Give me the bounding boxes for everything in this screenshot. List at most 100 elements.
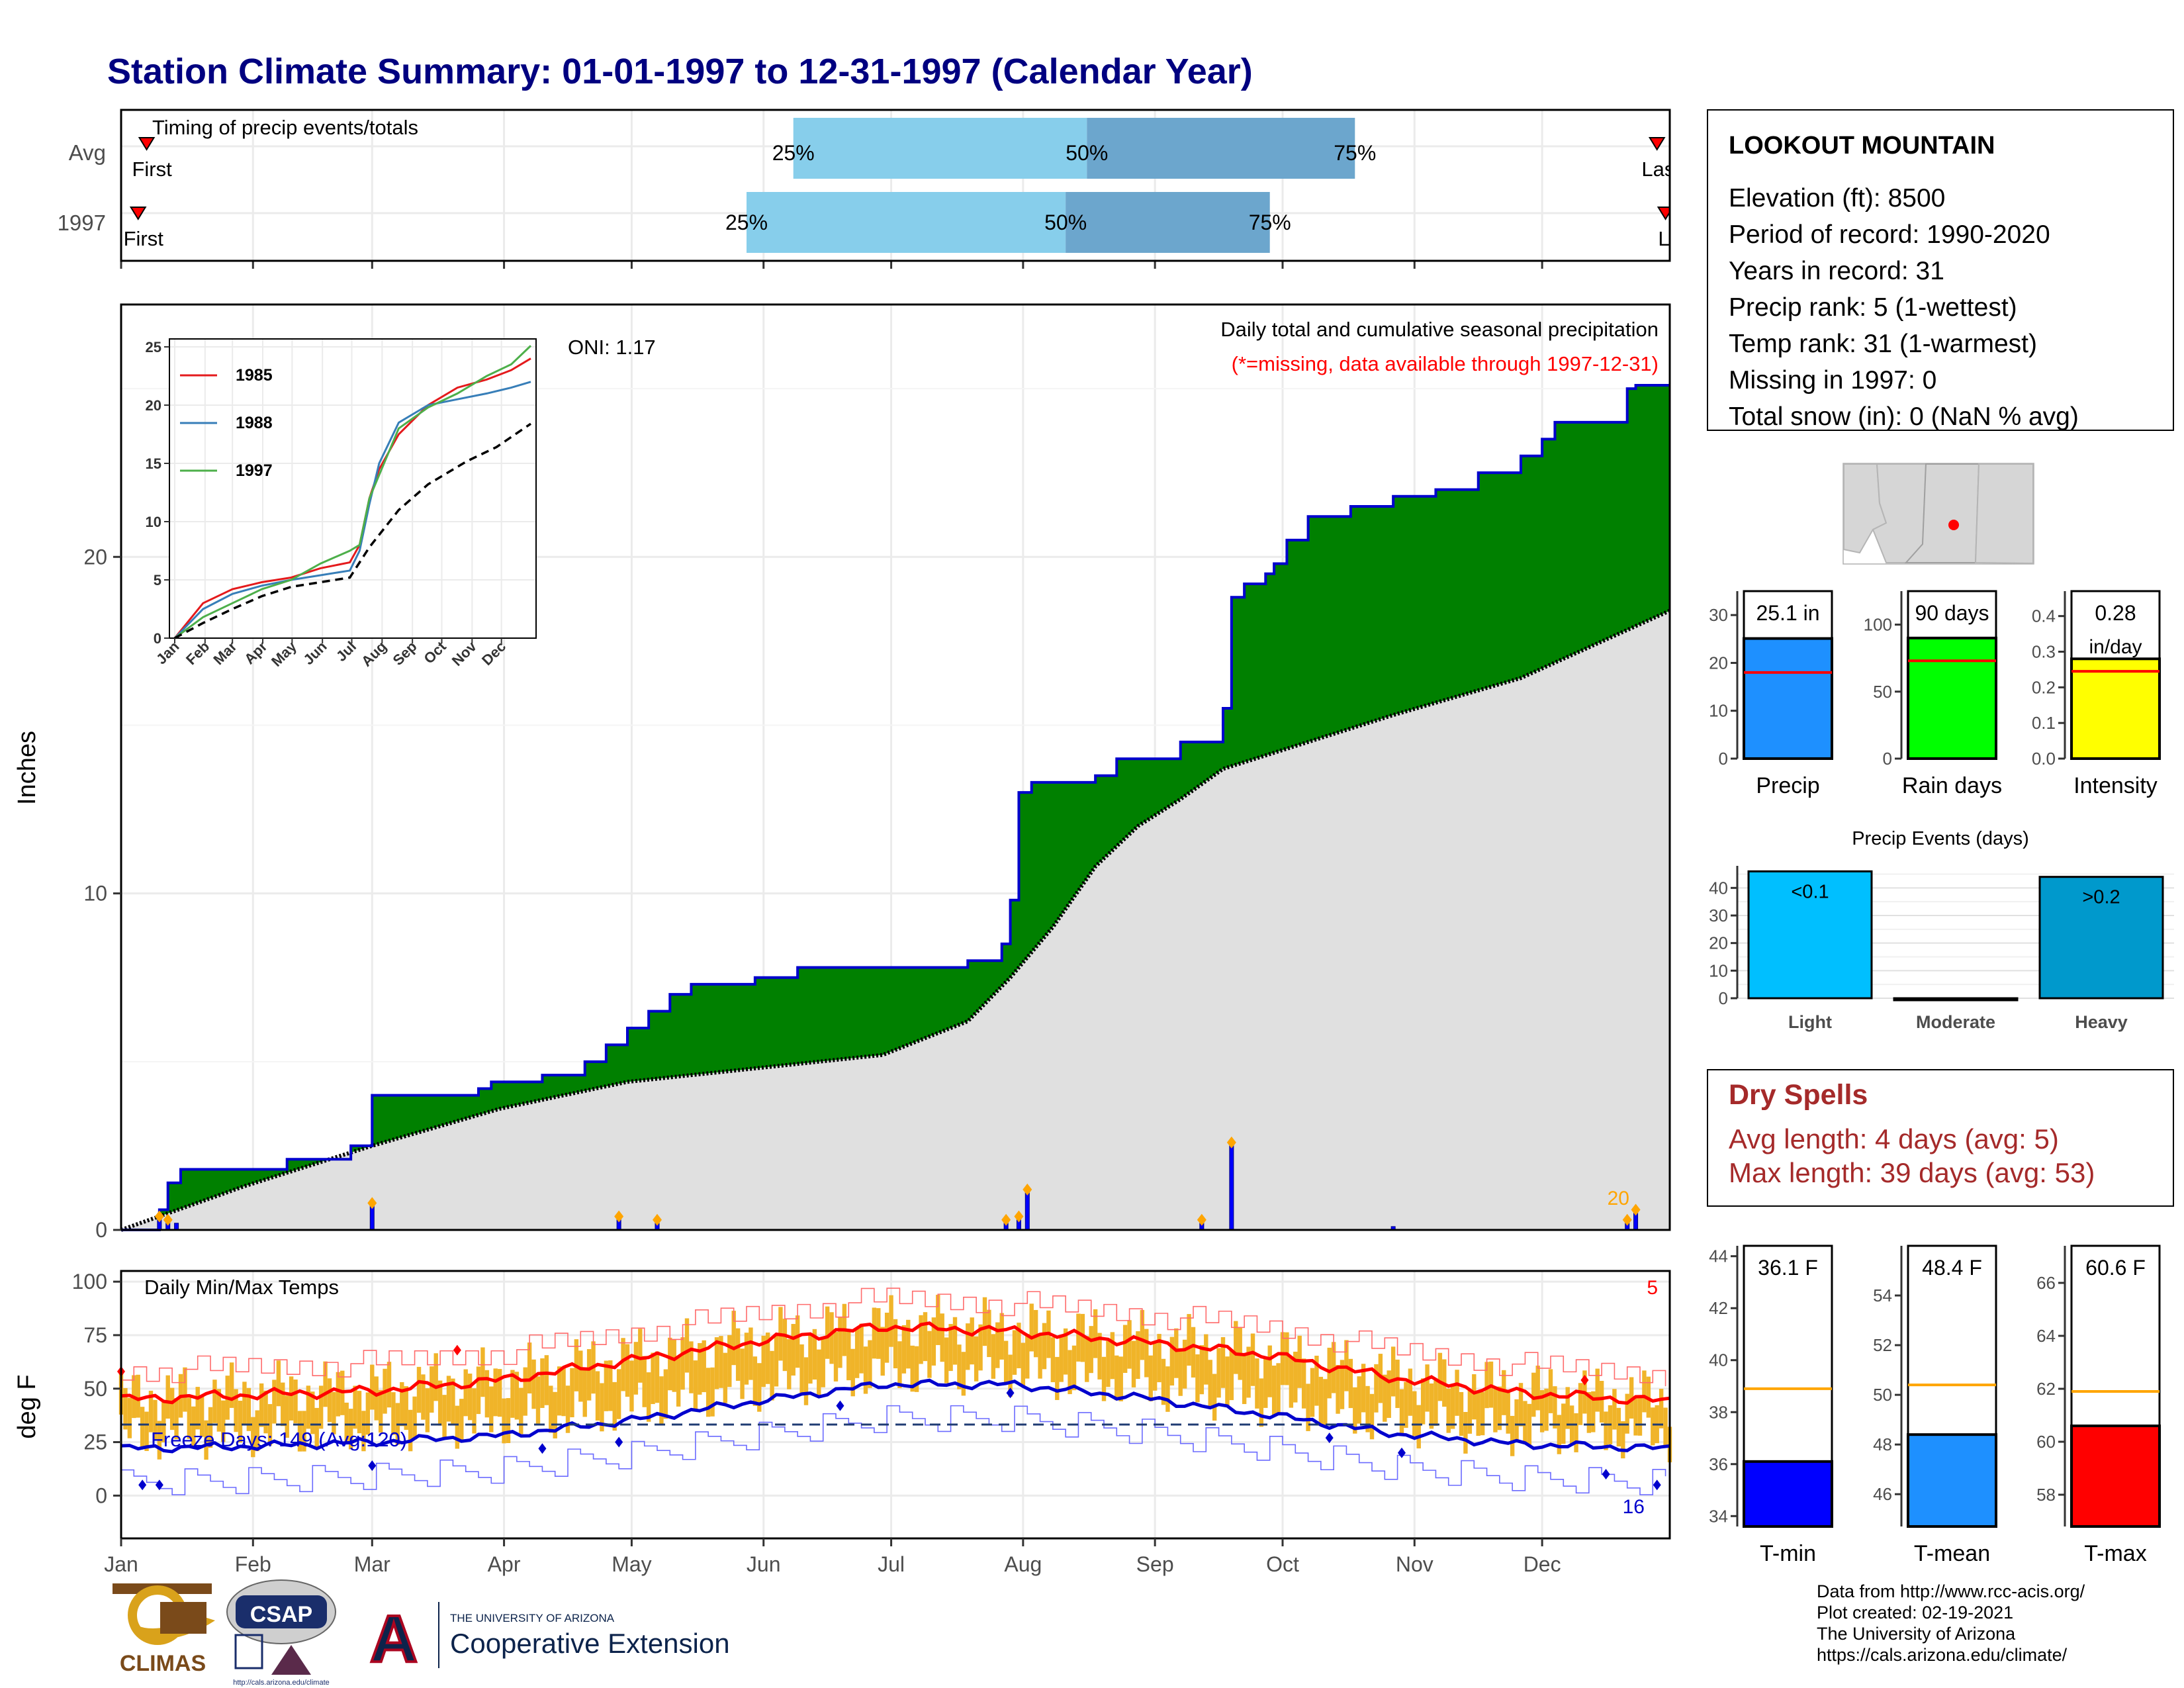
daily-temp-bar <box>1357 1376 1361 1424</box>
inset-y-tick-label: 5 <box>154 572 161 588</box>
daily-temp-bar <box>463 1369 468 1417</box>
daily-temp-bar <box>416 1366 422 1413</box>
daily-temp-bar <box>1416 1405 1421 1449</box>
daily-temp-bar <box>195 1387 200 1430</box>
daily-temp-bar <box>727 1335 732 1387</box>
daily-temp-bar <box>642 1356 647 1407</box>
first-event-label: First <box>132 158 172 181</box>
map-state-az <box>1904 463 1980 563</box>
daily-temp-bar <box>702 1340 706 1393</box>
daily-temp-bar <box>668 1337 672 1391</box>
event-category-label: Heavy <box>2075 1012 2128 1032</box>
daily-temp-bar <box>595 1371 600 1421</box>
daily-temp-bar <box>680 1337 685 1390</box>
record-min-count: 16 <box>1623 1496 1645 1518</box>
daily-temp-bar <box>204 1420 208 1460</box>
event-bar-light <box>1747 870 1873 1000</box>
summary-y-tick-label: 20 <box>1709 653 1728 673</box>
daily-temp-bar <box>723 1352 728 1403</box>
daily-temp-bar <box>1055 1356 1060 1400</box>
daily-temp-bar <box>1387 1370 1391 1418</box>
daily-temp-bar <box>1450 1383 1455 1429</box>
record-min-marker-icon <box>1325 1432 1334 1444</box>
daily-temp-bar <box>693 1360 698 1411</box>
temp-y-tick-label: 50 <box>83 1377 107 1401</box>
daily-temp-bar <box>982 1297 987 1346</box>
daily-temp-bar <box>523 1367 527 1416</box>
daily-precip-bar <box>1229 1142 1234 1231</box>
month-tick-label: Oct <box>1266 1552 1299 1576</box>
daily-temp-bar <box>812 1329 817 1380</box>
daily-temp-bar <box>689 1341 694 1393</box>
daily-temp-bar <box>570 1368 574 1417</box>
daily-temp-bar <box>1085 1336 1089 1382</box>
daily-temp-bar <box>1076 1313 1081 1362</box>
daily-temp-bar <box>1408 1368 1413 1416</box>
daily-temp-bar <box>1042 1323 1047 1370</box>
precip-y-tick-label: 20 <box>83 545 107 569</box>
daily-temp-bar <box>281 1382 285 1427</box>
daily-temp-bar <box>1267 1345 1272 1397</box>
event-bar-label: >0.2 <box>2082 887 2120 908</box>
precip-y-axis: 0 10 20 <box>83 545 121 1242</box>
daily-temp-bar <box>1131 1340 1136 1387</box>
timing-label: Timing of precip events/totals <box>152 116 418 139</box>
daily-temp-bar <box>1553 1386 1557 1429</box>
daily-temp-bar <box>1353 1387 1357 1434</box>
timing-bar-q2 <box>793 118 1087 179</box>
daily-temp-bar <box>437 1380 443 1426</box>
heavy-event-marker-icon <box>154 1210 164 1223</box>
temp-summary-y-tick-label: 42 <box>1709 1298 1728 1318</box>
daily-temp-bar <box>1157 1334 1161 1383</box>
month-axis: Jan Feb Mar Apr May Jun Jul Aug Sep Oct Nov Dec <box>104 1538 1561 1576</box>
timing-p75-label: 75% <box>1249 211 1291 234</box>
timing-p25-label: 25% <box>725 211 768 234</box>
temp-y-tick-label: 0 <box>95 1483 107 1507</box>
inset-background <box>169 339 536 638</box>
daily-temp-bar <box>1246 1346 1251 1398</box>
daily-temp-bar <box>1625 1393 1629 1434</box>
inset-legend: 1985 1988 1997 <box>180 366 273 480</box>
daily-temp-bar <box>787 1338 792 1389</box>
summary-y-tick-label: 50 <box>1873 682 1892 702</box>
daily-temp-bar <box>600 1383 604 1432</box>
daily-temp-bar <box>578 1350 583 1402</box>
daily-temp-bar <box>795 1315 800 1368</box>
daily-temp-bar <box>391 1392 396 1435</box>
daily-temp-bar <box>136 1374 140 1418</box>
daily-temp-bar <box>293 1380 298 1424</box>
daily-temp-bar <box>1527 1403 1532 1445</box>
daily-temp-bar <box>123 1387 128 1430</box>
daily-temp-bar <box>276 1360 281 1407</box>
daily-temp-bar <box>1459 1391 1464 1436</box>
page-title: Station Climate Summary: 01-01-1997 to 1… <box>107 52 1253 91</box>
temp-summary-y-tick-label: 66 <box>2036 1273 2056 1293</box>
daily-temp-bar <box>497 1369 502 1417</box>
temp-frame <box>120 1270 1671 1540</box>
inset-frame <box>169 338 537 639</box>
record-min-line <box>121 1405 1666 1495</box>
last-event-label: La <box>1658 227 1681 250</box>
temp-y-tick-label: 25 <box>83 1430 107 1454</box>
daily-temp-bar <box>1255 1358 1259 1409</box>
daily-temp-bar <box>480 1347 485 1397</box>
daily-temp-bar <box>425 1388 430 1432</box>
summary-chart: 0.0 0.1 0.2 0.3 0.4 0.28 in/day Intensity <box>2032 590 2161 798</box>
daily-temp-bar <box>140 1407 145 1447</box>
daily-temp-bar <box>1280 1332 1285 1385</box>
temp-summary-y-tick-label: 58 <box>2036 1485 2056 1505</box>
daily-temp-bar <box>740 1348 745 1399</box>
daily-temp-bar <box>1399 1389 1404 1435</box>
daily-temp-bar <box>1106 1340 1111 1387</box>
daily-temp-bar <box>1029 1303 1034 1352</box>
daily-temp-bar <box>506 1398 511 1444</box>
daily-temp-bar <box>1578 1383 1583 1425</box>
daily-temp-bar <box>821 1338 825 1387</box>
daily-temp-bar <box>901 1325 907 1374</box>
average-min-line <box>120 1378 1670 1454</box>
record-min-marker-icon <box>155 1479 163 1491</box>
daily-temp-bar <box>948 1324 953 1372</box>
daily-temp-bar <box>770 1350 774 1401</box>
station-detail-line: Elevation (ft): 8500 <box>1729 184 1945 212</box>
